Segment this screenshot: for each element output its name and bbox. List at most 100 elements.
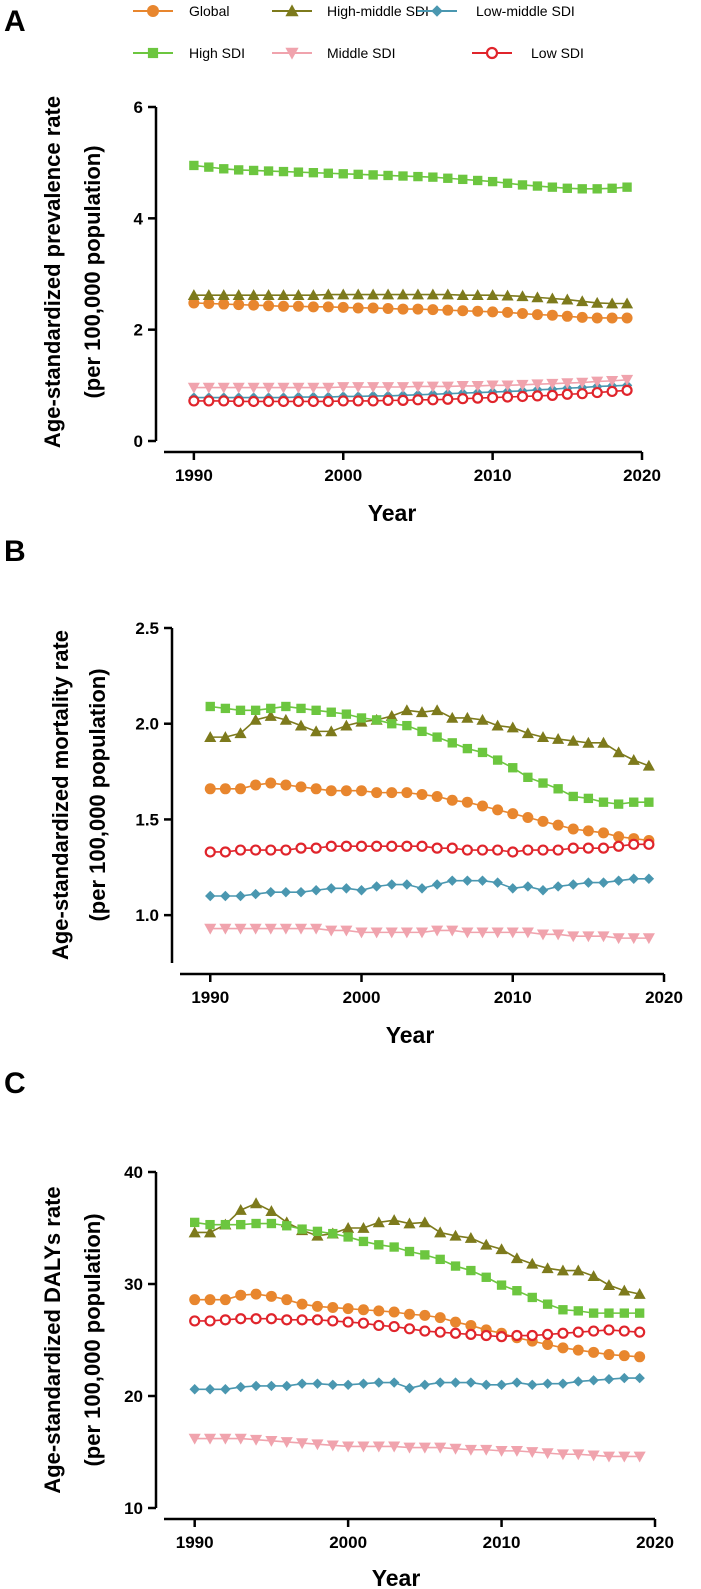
data-point: [310, 923, 323, 935]
data-point: [342, 1221, 355, 1233]
data-point: [204, 923, 217, 935]
series-high-middle-sdi: [187, 288, 634, 309]
data-point: [343, 1232, 353, 1242]
data-point: [382, 288, 395, 300]
data-point: [202, 382, 215, 394]
series-line: [194, 1377, 640, 1391]
data-point: [598, 827, 609, 839]
data-point: [248, 165, 259, 176]
legend-label: Low SDI: [531, 45, 584, 61]
data-point: [516, 290, 529, 302]
data-point: [511, 1377, 523, 1388]
data-point: [461, 796, 473, 808]
data-point: [471, 289, 484, 300]
data-point: [265, 777, 277, 789]
data-point: [477, 800, 488, 812]
data-point: [446, 711, 459, 723]
data-point: [461, 711, 474, 723]
data-point: [461, 844, 473, 856]
data-point: [612, 933, 625, 945]
data-point: [450, 1377, 461, 1388]
data-point: [465, 1377, 477, 1388]
data-point: [382, 382, 395, 394]
data-point: [371, 787, 383, 799]
panel-letter: A: [4, 5, 26, 38]
data-point: [219, 1294, 231, 1306]
data-point: [342, 1379, 354, 1391]
data-point: [465, 1319, 477, 1331]
data-point: [373, 1319, 385, 1332]
data-point: [250, 779, 262, 791]
data-point: [234, 727, 247, 739]
y-tick-label: 1.0: [135, 906, 159, 925]
data-point: [217, 382, 230, 394]
y-tick-label: 40: [124, 1163, 143, 1182]
data-point: [568, 791, 578, 802]
legend-item-low-sdi: Low SDI: [472, 45, 584, 61]
data-point: [388, 1306, 400, 1318]
data-point: [582, 842, 594, 854]
chart-panel-b: B 1.0 1.5 2.0 2.5 1990 2000 2010 2020 Age-standar…: [4, 535, 683, 1048]
data-point: [295, 781, 307, 793]
data-point: [236, 1219, 246, 1230]
data-point: [188, 1433, 201, 1445]
data-point: [262, 289, 275, 300]
data-point: [352, 302, 364, 314]
data-point: [618, 1350, 630, 1362]
data-point: [634, 1326, 646, 1338]
data-point: [546, 389, 558, 401]
data-point: [434, 1377, 446, 1388]
data-point: [396, 288, 410, 300]
series-line: [210, 877, 649, 897]
data-point: [591, 312, 603, 324]
data-point: [312, 1378, 323, 1389]
data-point: [401, 840, 413, 852]
data-point: [189, 1315, 201, 1327]
data-point: [526, 1329, 538, 1342]
data-point: [597, 842, 610, 854]
data-point: [250, 1434, 263, 1446]
data-point: [462, 875, 473, 886]
data-point: [476, 713, 489, 725]
data-point: [506, 721, 519, 733]
data-point: [521, 927, 534, 939]
data-point: [341, 883, 352, 894]
y-tick-label: 0: [134, 432, 143, 451]
data-point: [516, 390, 529, 403]
data-point: [603, 1373, 615, 1385]
legend-item-middle-sdi: Middle SDI: [272, 45, 395, 61]
data-point: [449, 1443, 462, 1455]
data-point: [417, 726, 427, 737]
data-point: [583, 793, 594, 804]
data-point: [522, 881, 534, 892]
data-point: [388, 1441, 401, 1453]
data-point: [606, 297, 619, 309]
data-point: [251, 1218, 261, 1229]
data-point: [235, 1381, 246, 1393]
data-point: [397, 394, 409, 406]
data-point: [337, 382, 350, 394]
legend-label: High-middle SDI: [327, 3, 429, 19]
data-point: [501, 289, 514, 301]
data-point: [266, 1218, 277, 1229]
data-point: [446, 794, 458, 806]
data-point: [541, 1328, 554, 1341]
data-point: [619, 1372, 630, 1384]
data-point: [367, 382, 380, 394]
x-axis-title: Year: [386, 1022, 435, 1048]
data-point: [205, 701, 215, 712]
data-point: [434, 1326, 446, 1338]
y-tick-label: 10: [124, 1499, 143, 1518]
data-point: [583, 877, 594, 888]
data-point: [582, 825, 594, 837]
data-point: [385, 710, 398, 721]
data-point: [597, 736, 610, 748]
data-point: [219, 923, 232, 935]
panel-letter: C: [4, 1067, 26, 1100]
data-point: [507, 883, 518, 894]
legend-label: Global: [189, 3, 229, 19]
series-line: [210, 927, 649, 939]
data-point: [464, 1232, 477, 1243]
data-point: [265, 1205, 278, 1217]
data-point: [432, 732, 442, 742]
